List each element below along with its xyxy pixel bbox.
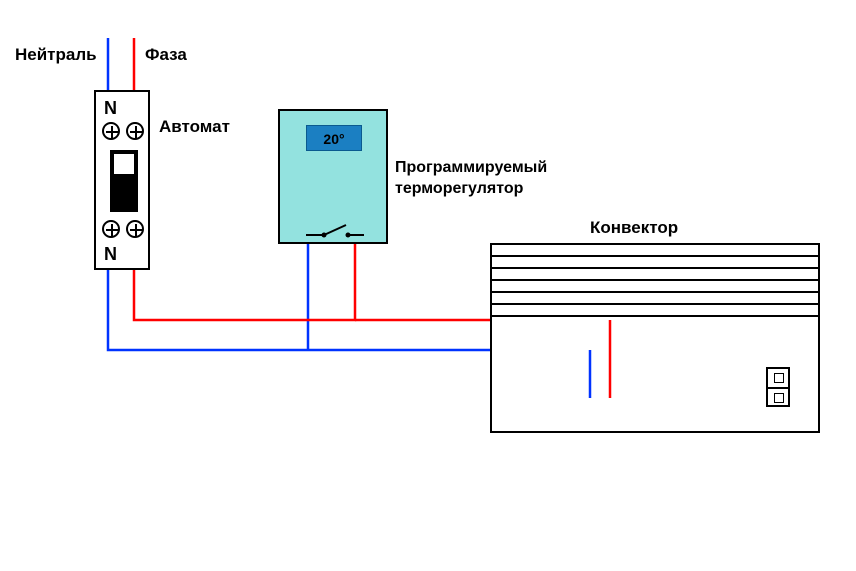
convector-wire-entry	[0, 0, 856, 571]
